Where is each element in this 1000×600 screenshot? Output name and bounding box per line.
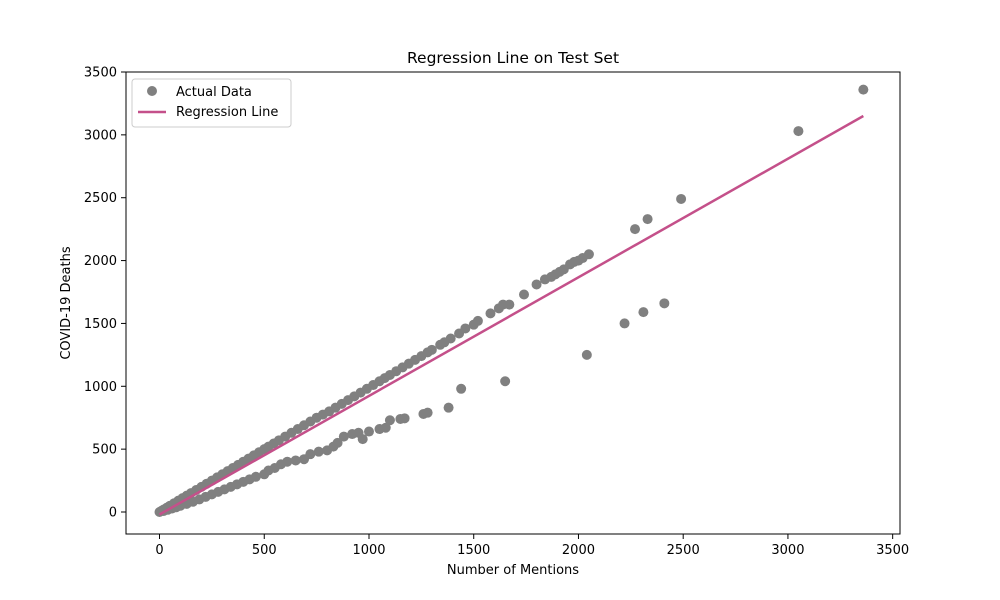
data-point: [659, 298, 670, 309]
legend: Actual Data Regression Line: [131, 78, 292, 128]
chart-title: Regression Line on Test Set: [407, 49, 619, 67]
y-tick-label: 3000: [84, 128, 117, 143]
y-tick-label: 2000: [84, 254, 117, 269]
data-point: [250, 471, 261, 482]
y-tick-label: 500: [92, 443, 117, 458]
data-point: [357, 434, 368, 445]
x-tick-label: 3500: [876, 543, 909, 558]
legend-box: [131, 78, 292, 128]
data-point: [581, 349, 592, 360]
legend-label-actual-data: Actual Data: [176, 85, 252, 100]
y-tick-label: 2500: [84, 191, 117, 206]
data-point: [445, 333, 456, 344]
data-point: [399, 413, 410, 424]
data-point: [332, 437, 343, 448]
data-point: [443, 402, 454, 413]
data-point: [290, 455, 301, 466]
y-axis-label: COVID-19 Deaths: [59, 246, 74, 359]
data-point: [338, 431, 349, 442]
y-tick-label: 0: [109, 506, 117, 521]
data-point: [583, 249, 594, 260]
data-point: [282, 456, 293, 467]
x-tick-label: 3000: [771, 543, 804, 558]
data-point: [456, 383, 467, 394]
regression-line: [158, 114, 864, 516]
data-point: [485, 308, 496, 319]
x-tick-label: 1500: [457, 543, 490, 558]
x-tick-label: 0: [155, 543, 163, 558]
x-axis: 0 500 1000 1500 2000 2500 3000 3500: [155, 534, 909, 558]
data-point: [531, 279, 542, 290]
x-axis-label: Number of Mentions: [447, 563, 579, 578]
y-tick-label: 1000: [84, 380, 117, 395]
data-point: [504, 299, 515, 310]
data-point: [422, 407, 433, 418]
y-tick-label: 3500: [84, 66, 117, 81]
legend-marker-actual-data: [147, 86, 157, 96]
data-point: [426, 344, 437, 355]
data-point: [619, 318, 630, 329]
x-tick-label: 2000: [562, 543, 595, 558]
data-point: [630, 224, 641, 235]
y-axis: 0 500 1000 1500 2000 2500 3000 3500: [84, 66, 126, 521]
x-tick-label: 500: [252, 543, 277, 558]
scatter-points: [154, 84, 869, 517]
plot-frame: [125, 71, 901, 535]
data-point: [305, 449, 316, 460]
data-point: [380, 422, 391, 433]
data-point: [500, 376, 511, 387]
x-tick-label: 2500: [667, 543, 700, 558]
data-point: [384, 415, 395, 426]
data-point: [858, 84, 869, 95]
data-point: [313, 446, 324, 457]
data-point: [472, 315, 483, 326]
data-point: [518, 289, 529, 300]
data-point: [460, 323, 471, 334]
data-point: [642, 214, 653, 225]
y-tick-label: 1500: [84, 317, 117, 332]
legend-label-regression-line: Regression Line: [176, 105, 278, 120]
data-point: [676, 193, 687, 204]
data-point: [638, 307, 649, 318]
data-point: [363, 426, 374, 437]
x-tick-label: 1000: [352, 543, 385, 558]
data-point: [793, 126, 804, 137]
